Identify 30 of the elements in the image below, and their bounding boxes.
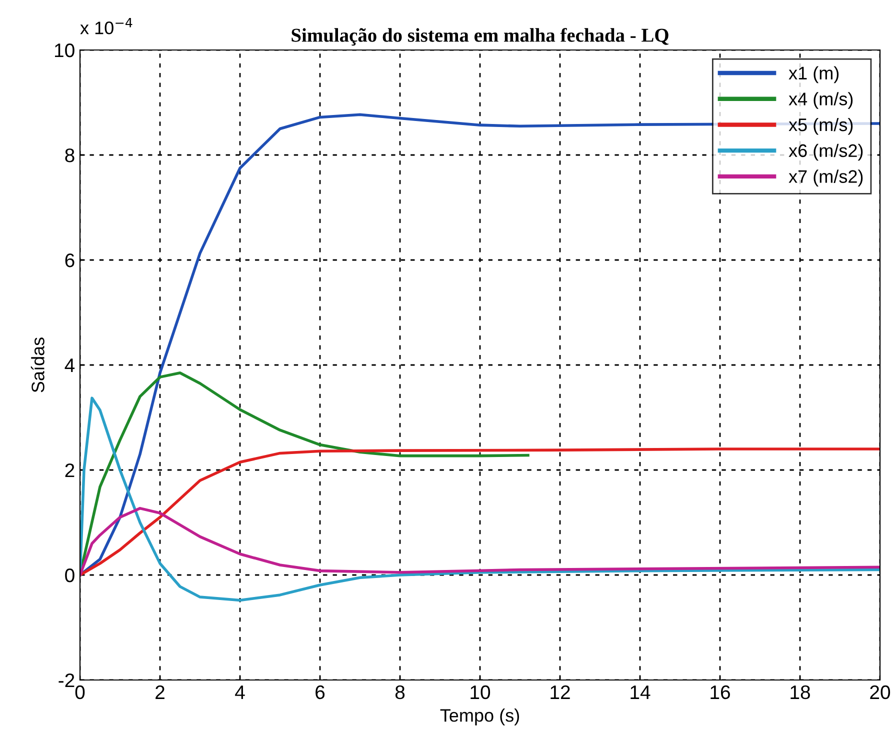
y-tick-label: 4 [64, 358, 75, 372]
y-tick-label: -2 [58, 673, 74, 688]
y-axis-title: Saídas [30, 338, 44, 392]
x-tick-label: 0 [75, 685, 85, 700]
x-tick-label: 10 [470, 685, 490, 700]
y-tick-label: 6 [65, 253, 74, 268]
y-tick-label: 2 [65, 463, 74, 478]
x-tick-label: 14 [630, 686, 650, 699]
line-series [80, 396, 880, 602]
y-tick-label: 10 [54, 43, 74, 58]
legend-label: x4 (m/s) [788, 92, 853, 109]
x-tick-label: 18 [790, 685, 810, 700]
x-tick-label: 20 [870, 685, 890, 700]
x-tick-label: 16 [710, 685, 730, 700]
legend-label: x5 (m/s) [788, 118, 853, 135]
x-tick-label: 6 [316, 685, 325, 700]
y-tick-label: 0 [65, 568, 74, 582]
text: x 10$^{−4}$ [80, 18, 132, 34]
legend-label: x6 (m/s2) [788, 144, 863, 161]
legend-label: x7 (m/s2) [788, 170, 863, 187]
x-tick-label: 8 [395, 685, 405, 700]
x-axis-title: Tempo (s) [440, 708, 520, 726]
y-tick-label: 8 [65, 148, 74, 162]
line-series [80, 448, 880, 576]
x-tick-label: 12 [550, 685, 570, 699]
legend-label: x1 (m) [788, 66, 839, 84]
line-series [80, 506, 880, 576]
x-tick-label: 2 [156, 685, 164, 699]
chart-title: Simulação do sistema em malha fechada - LQ [292, 28, 668, 46]
x-tick-label: 4 [235, 686, 245, 699]
